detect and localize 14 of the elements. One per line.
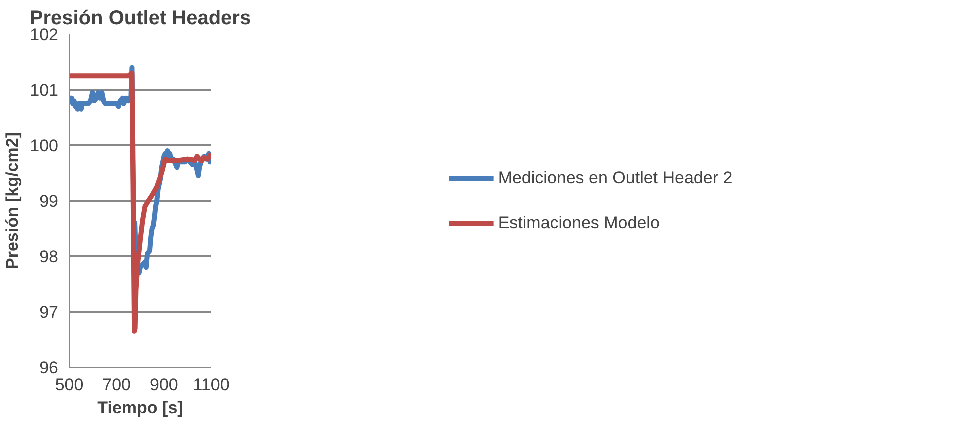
x-tick-label: 500 [55,376,84,394]
x-axis-title: Tiempo [s] [98,398,184,418]
y-tick-label: 99 [40,192,59,211]
y-axis-title: Presión [kg/cm2] [3,132,22,270]
x-tick-label: 1100 [193,376,230,394]
legend-label: Estimaciones Modelo [498,213,660,233]
y-tick-label: 97 [40,303,59,322]
x-tick-label: 900 [150,376,178,394]
y-tick-label: 96 [40,358,59,378]
x-tick-label: 700 [102,376,132,394]
y-tick-label: 98 [40,248,59,266]
legend-label: Mediciones en Outlet Header 2 [498,168,733,188]
y-tick-label: 100 [30,136,59,156]
y-tick-label: 101 [30,81,59,100]
